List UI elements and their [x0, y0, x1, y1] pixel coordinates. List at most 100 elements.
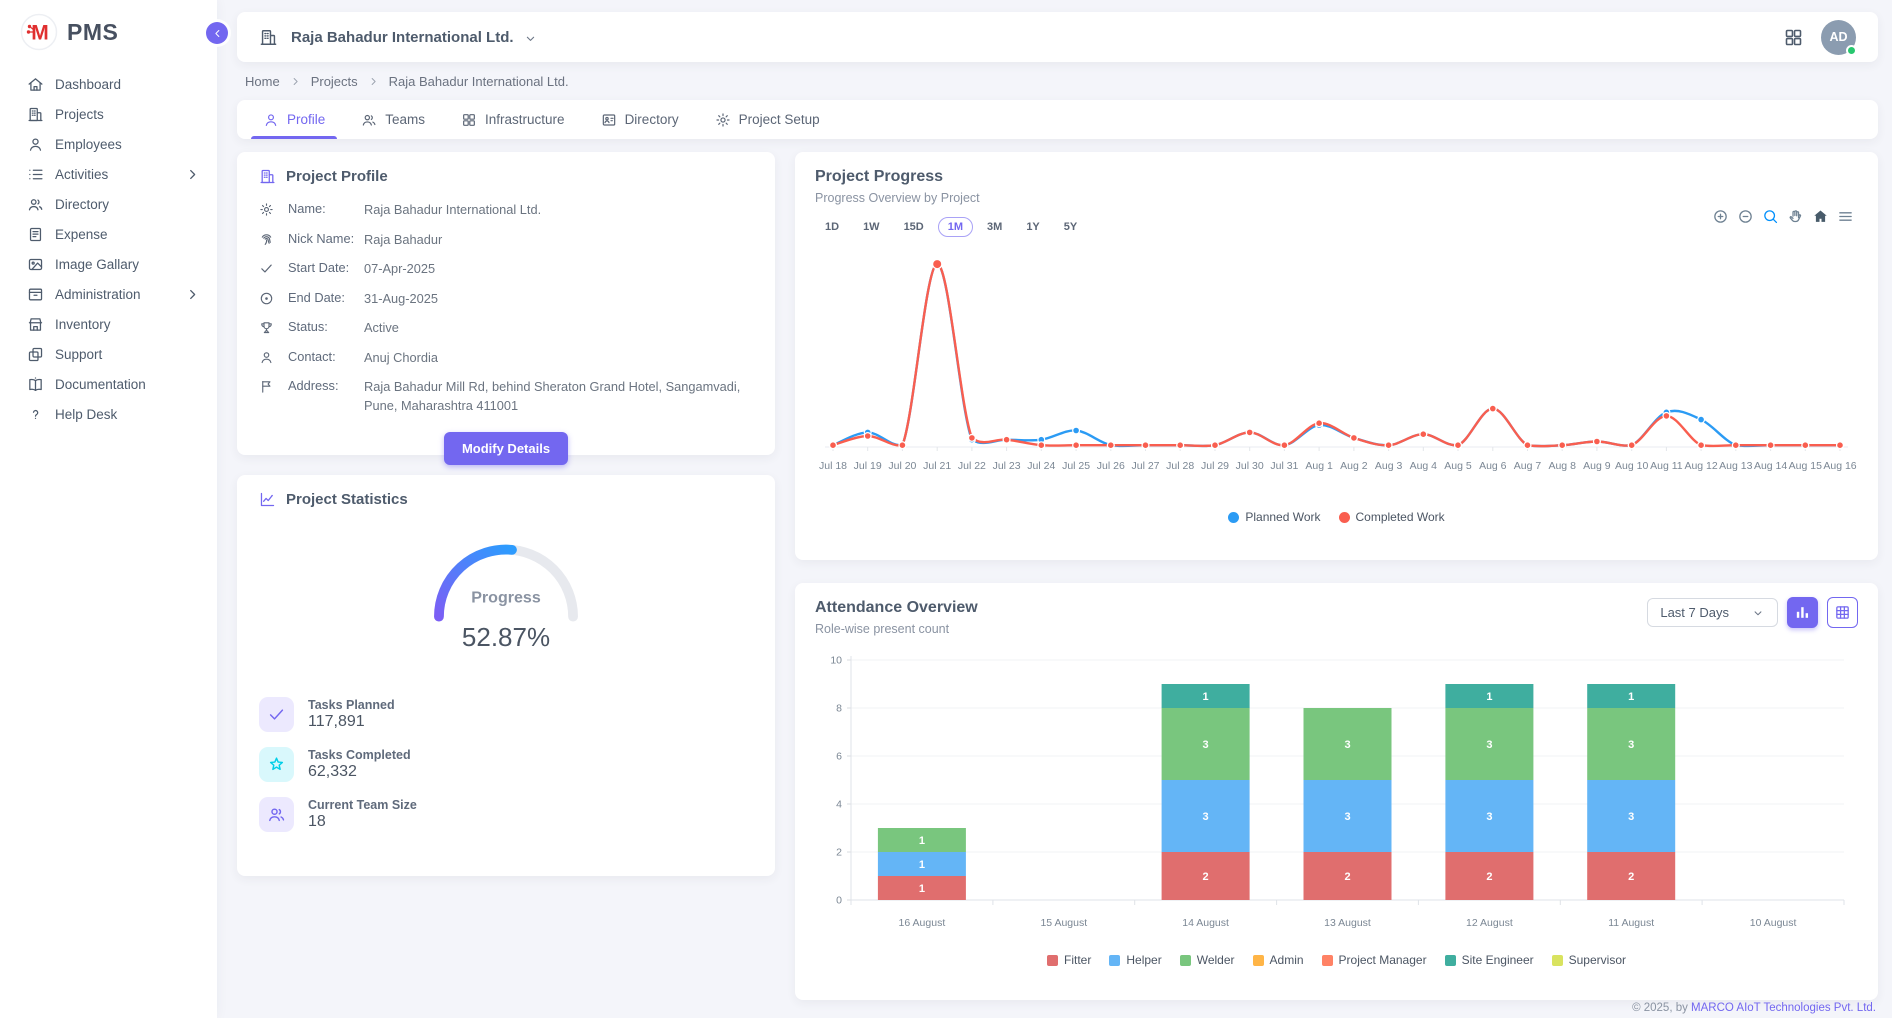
sidebar-item-projects[interactable]: Projects: [0, 99, 217, 129]
flag-icon: [259, 379, 274, 394]
user-icon: [259, 350, 274, 365]
svg-text:Jul 22: Jul 22: [958, 460, 986, 472]
line-chart[interactable]: Jul 18Jul 19Jul 20Jul 21Jul 22Jul 23Jul …: [815, 241, 1858, 508]
legend-supervisor[interactable]: Supervisor: [1552, 953, 1626, 967]
legend-project-manager[interactable]: Project Manager: [1322, 953, 1427, 967]
legend-label: Helper: [1126, 953, 1161, 967]
chevron-down-icon[interactable]: [523, 31, 538, 46]
legend-label: Planned Work: [1245, 510, 1320, 524]
svg-text:Aug 12: Aug 12: [1684, 460, 1717, 472]
svg-text:2: 2: [1486, 871, 1492, 883]
legend-completed-work[interactable]: Completed Work: [1339, 510, 1445, 524]
bar-chart-icon: [1794, 604, 1811, 621]
fingerprint-icon: [259, 232, 274, 247]
zoom-out-icon[interactable]: [1737, 208, 1754, 225]
company-selector[interactable]: Raja Bahadur International Ltd.: [291, 29, 514, 46]
svg-text:Aug 16: Aug 16: [1823, 460, 1856, 472]
tab-profile[interactable]: Profile: [245, 100, 343, 139]
sidebar-item-label: Employees: [55, 137, 201, 152]
apps-grid-icon[interactable]: [1783, 27, 1804, 48]
svg-text:1: 1: [1628, 691, 1634, 703]
home-icon[interactable]: [1812, 208, 1829, 225]
legend-fitter[interactable]: Fitter: [1047, 953, 1091, 967]
user-avatar[interactable]: AD: [1821, 20, 1856, 55]
range-button-1m[interactable]: 1M: [938, 217, 973, 237]
legend-planned-work[interactable]: Planned Work: [1228, 510, 1320, 524]
field-value: Active: [364, 319, 399, 338]
sidebar-item-activities[interactable]: Activities: [0, 159, 217, 189]
copyright-text: © 2025, by: [1632, 1002, 1691, 1014]
svg-text:Aug 2: Aug 2: [1340, 460, 1368, 472]
table-view-button[interactable]: [1827, 597, 1858, 628]
statistics-rows: Tasks Planned 117,891 Tasks Completed 62…: [259, 697, 753, 832]
tab-project-setup[interactable]: Project Setup: [697, 100, 838, 139]
tab-teams[interactable]: Teams: [343, 100, 443, 139]
sidebar-item-label: Expense: [55, 227, 201, 242]
sidebar-item-dashboard[interactable]: Dashboard: [0, 69, 217, 99]
star-icon: [259, 747, 294, 782]
range-button-15d[interactable]: 15D: [894, 217, 934, 237]
legend-label: Site Engineer: [1462, 953, 1534, 967]
field-label: Nick Name:: [288, 231, 364, 246]
sidebar-item-label: Documentation: [55, 377, 201, 392]
svg-text:6: 6: [836, 751, 842, 763]
sidebar-item-image-gallary[interactable]: Image Gallary: [0, 249, 217, 279]
sidebar-item-label: Inventory: [55, 317, 201, 332]
store-icon: [27, 316, 44, 333]
sidebar-item-administration[interactable]: Administration: [0, 279, 217, 309]
range-button-1w[interactable]: 1W: [853, 217, 890, 237]
range-button-1y[interactable]: 1Y: [1016, 217, 1049, 237]
sidebar-item-documentation[interactable]: Documentation: [0, 369, 217, 399]
stat-value: 18: [308, 813, 417, 831]
sidebar: M PMS Dashboard Projects Employees: [0, 0, 217, 1018]
tab-infrastructure[interactable]: Infrastructure: [443, 100, 583, 139]
range-button-3m[interactable]: 3M: [977, 217, 1012, 237]
tab-directory[interactable]: Directory: [583, 100, 697, 139]
bar-view-button[interactable]: [1787, 597, 1818, 628]
svg-text:Jul 19: Jul 19: [854, 460, 882, 472]
building-icon: [27, 106, 44, 123]
field-value: 31-Aug-2025: [364, 290, 438, 309]
breadcrumb-item-home[interactable]: Home: [245, 74, 280, 89]
sidebar-item-support[interactable]: Support: [0, 339, 217, 369]
footer-company-link[interactable]: MARCO AIoT Technologies Pvt. Ltd.: [1691, 1002, 1876, 1014]
sidebar-item-employees[interactable]: Employees: [0, 129, 217, 159]
svg-text:Aug 8: Aug 8: [1548, 460, 1576, 472]
profile-card-title: Project Profile: [286, 168, 388, 185]
date-range-select[interactable]: Last 7 Days: [1647, 598, 1778, 627]
chart-toolbar: [1712, 208, 1854, 225]
hand-icon[interactable]: [1787, 208, 1804, 225]
legend-admin[interactable]: Admin: [1253, 953, 1304, 967]
avatar-initials: AD: [1829, 30, 1847, 44]
sidebar-item-directory[interactable]: Directory: [0, 189, 217, 219]
pms-logo[interactable]: M PMS: [0, 0, 217, 63]
legend-swatch: [1445, 955, 1456, 966]
sidebar-collapse-button[interactable]: [206, 22, 228, 44]
legend-dot: [1339, 512, 1350, 523]
stacked-bar-chart[interactable]: 024681011116 August15 August233114 Augus…: [815, 650, 1858, 951]
legend-helper[interactable]: Helper: [1109, 953, 1161, 967]
top-header: Raja Bahadur International Ltd. AD: [237, 12, 1878, 62]
sidebar-item-label: Directory: [55, 197, 201, 212]
chevron-right-icon: [367, 75, 380, 88]
range-button-1d[interactable]: 1D: [815, 217, 849, 237]
search-icon[interactable]: [1762, 208, 1779, 225]
legend-site-engineer[interactable]: Site Engineer: [1445, 953, 1534, 967]
zoom-in-icon[interactable]: [1712, 208, 1729, 225]
breadcrumb-item-projects[interactable]: Projects: [311, 74, 358, 89]
chart-line-icon: [259, 491, 276, 508]
sidebar-item-expense[interactable]: Expense: [0, 219, 217, 249]
svg-text:10: 10: [830, 655, 842, 667]
svg-text:Jul 23: Jul 23: [993, 460, 1021, 472]
check-icon: [259, 697, 294, 732]
range-button-5y[interactable]: 5Y: [1054, 217, 1087, 237]
attendance-controls: Last 7 Days: [1647, 597, 1858, 628]
legend-welder[interactable]: Welder: [1180, 953, 1235, 967]
sidebar-item-label: Help Desk: [55, 407, 201, 422]
menu-icon[interactable]: [1837, 208, 1854, 225]
modify-details-button[interactable]: Modify Details: [444, 432, 568, 465]
sidebar-item-help-desk[interactable]: Help Desk: [0, 399, 217, 429]
gear-icon: [715, 112, 731, 128]
legend-swatch: [1180, 955, 1191, 966]
sidebar-item-inventory[interactable]: Inventory: [0, 309, 217, 339]
